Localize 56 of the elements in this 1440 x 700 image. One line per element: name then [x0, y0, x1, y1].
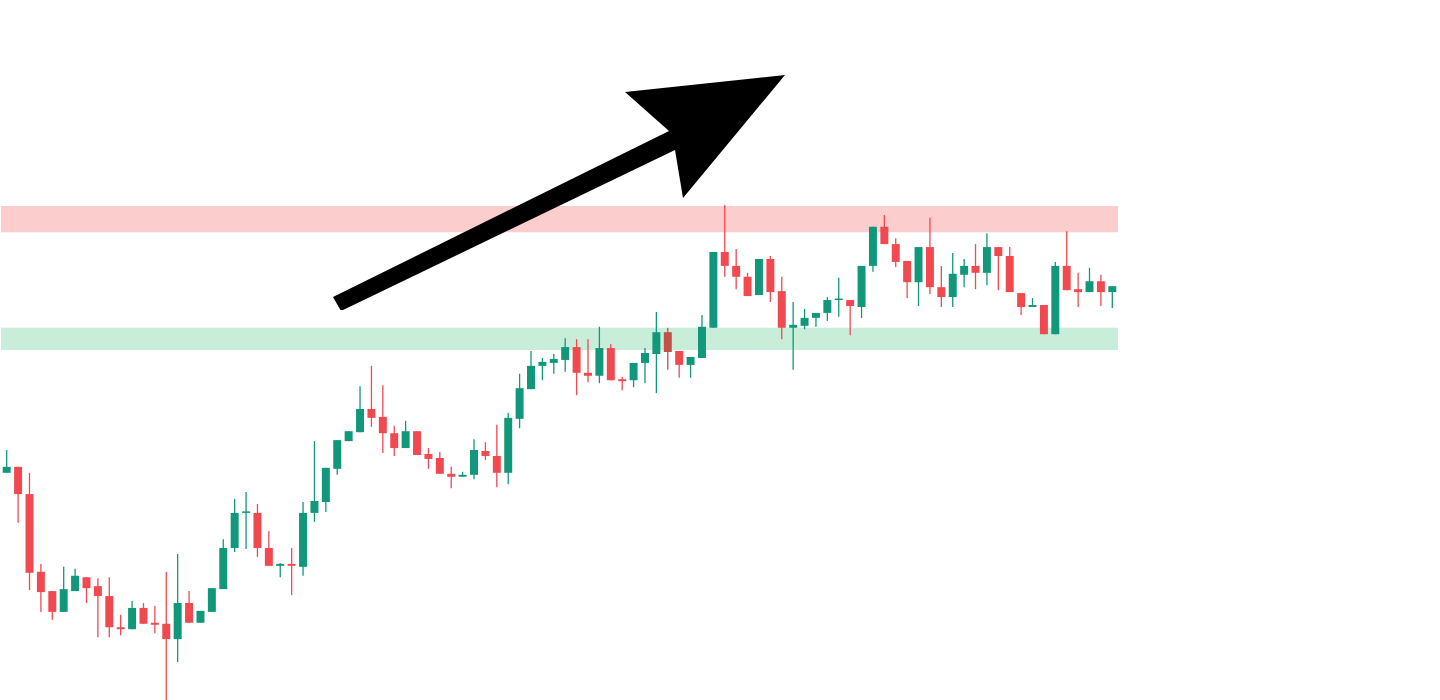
candlestick	[413, 430, 422, 456]
candlestick	[401, 420, 410, 449]
candlestick	[310, 440, 319, 523]
candlestick	[561, 337, 570, 373]
candlestick	[675, 350, 684, 379]
candlestick	[162, 571, 171, 700]
candlestick	[367, 365, 376, 428]
candlestick	[378, 384, 387, 454]
candlestick	[641, 347, 649, 384]
candlestick	[424, 447, 433, 470]
candlestick	[287, 547, 296, 596]
candlestick	[937, 265, 946, 308]
candlestick	[93, 577, 102, 638]
candlestick	[1096, 274, 1105, 307]
candlestick	[891, 237, 900, 268]
candlestick	[549, 353, 558, 375]
candlestick	[789, 301, 798, 371]
candlestick	[48, 590, 57, 621]
candlestick	[960, 258, 969, 288]
candlestick	[242, 491, 251, 550]
candlestick	[185, 590, 194, 624]
candlestick	[584, 338, 592, 383]
candlestick	[732, 248, 741, 290]
candlestick	[435, 451, 444, 475]
candlestick	[36, 563, 45, 613]
candlestick	[994, 246, 1003, 291]
candlestick	[971, 243, 980, 290]
candlestick	[2, 449, 11, 474]
candlestick	[59, 566, 68, 613]
candlestick	[663, 327, 672, 371]
candlestick	[948, 252, 957, 308]
candlestick	[1017, 292, 1026, 316]
candlestick	[538, 357, 547, 381]
candlestick	[846, 299, 855, 336]
candlestick	[903, 260, 912, 299]
candlestick	[811, 312, 820, 328]
candlestick	[150, 605, 159, 634]
candlestick	[128, 600, 137, 630]
candlestick	[447, 466, 456, 489]
candlestick	[720, 204, 729, 278]
candlestick	[264, 530, 273, 567]
candlestick	[527, 350, 535, 390]
candlestick	[823, 296, 832, 322]
candlestick	[116, 614, 125, 636]
candlestick	[139, 602, 148, 625]
candlestick	[880, 214, 889, 245]
candlestick	[800, 308, 809, 330]
candlestick	[390, 425, 399, 457]
candlestick	[492, 424, 501, 488]
candlestick	[82, 576, 91, 604]
candlestick	[356, 385, 365, 433]
candlestick	[629, 362, 638, 388]
candlestick	[1074, 272, 1083, 308]
candlestick	[207, 587, 216, 613]
candlestick	[652, 311, 661, 394]
candlestick	[1108, 285, 1117, 309]
